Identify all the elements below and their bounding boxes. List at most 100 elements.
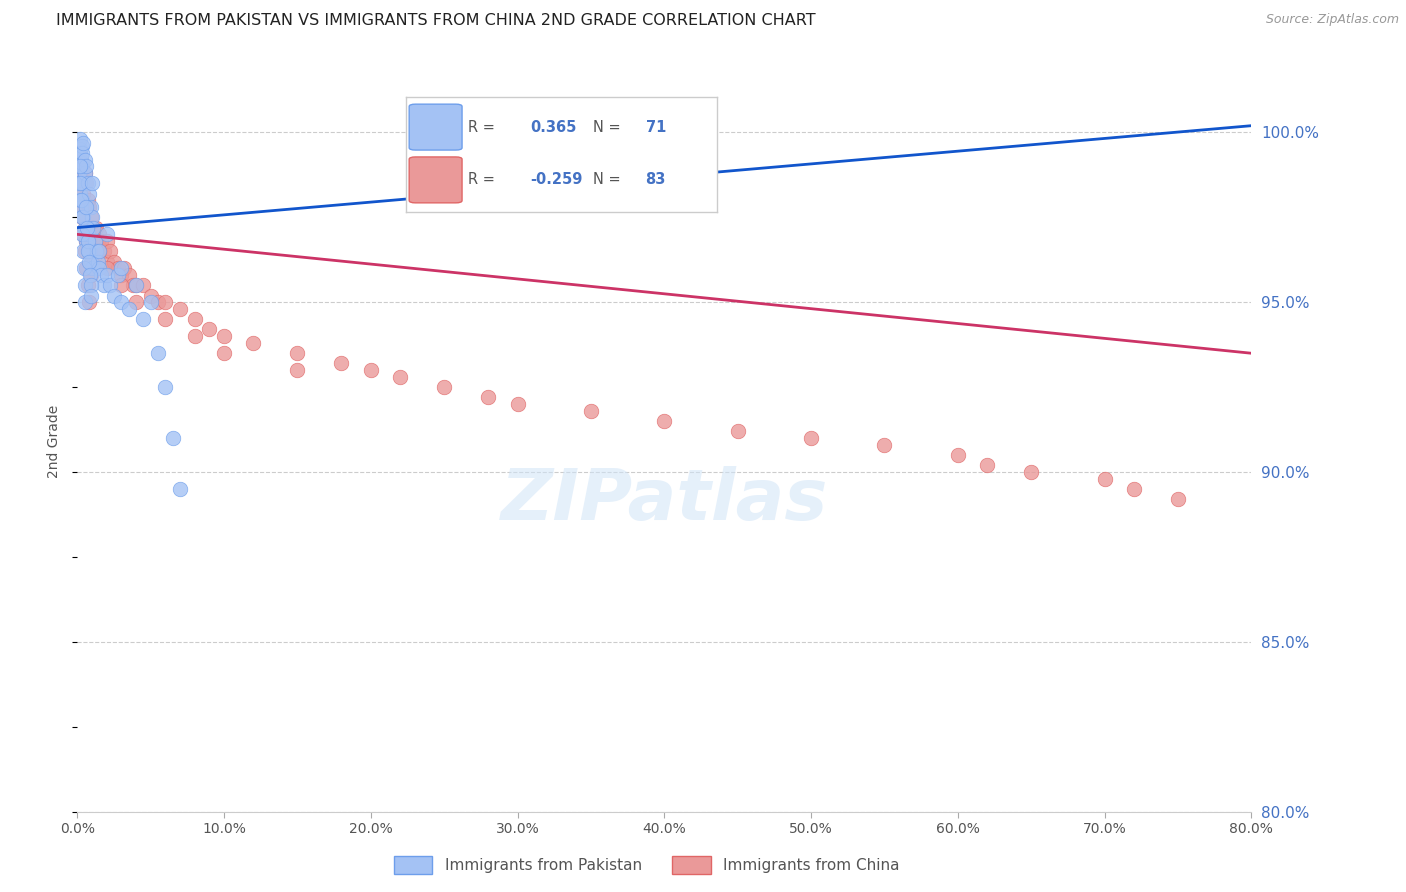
Point <box>198 322 221 336</box>
Point <box>69 132 91 146</box>
Point <box>73 244 96 259</box>
Point <box>76 220 98 235</box>
Point <box>183 329 207 343</box>
Point <box>1123 482 1146 496</box>
Text: IMMIGRANTS FROM PAKISTAN VS IMMIGRANTS FROM CHINA 2ND GRADE CORRELATION CHART: IMMIGRANTS FROM PAKISTAN VS IMMIGRANTS F… <box>56 13 815 29</box>
Point <box>155 312 177 326</box>
Point <box>155 295 177 310</box>
Point <box>73 220 96 235</box>
Point <box>76 278 98 293</box>
Point <box>506 397 529 411</box>
Point <box>70 211 93 225</box>
Point <box>96 227 118 242</box>
Point <box>132 278 155 293</box>
Point <box>70 139 93 153</box>
Point <box>86 244 108 259</box>
Point <box>1167 492 1189 507</box>
Point <box>169 302 191 317</box>
Point <box>976 458 998 473</box>
Point <box>73 220 96 235</box>
Point <box>79 268 101 282</box>
Point <box>727 425 749 439</box>
Point <box>579 404 602 418</box>
Point <box>76 227 98 242</box>
Point <box>69 186 91 201</box>
Point <box>77 200 100 214</box>
Point <box>112 261 135 276</box>
Point <box>96 268 118 282</box>
Point <box>75 200 97 214</box>
Point <box>70 200 93 214</box>
Point <box>212 329 235 343</box>
Point <box>87 234 110 248</box>
Point <box>67 160 90 174</box>
Point <box>82 220 104 235</box>
Point <box>77 244 100 259</box>
Point <box>84 244 107 259</box>
Point <box>84 234 107 248</box>
Point <box>1019 465 1042 479</box>
Point <box>118 302 141 317</box>
Point <box>72 136 94 150</box>
Point <box>110 295 132 310</box>
Point <box>103 254 125 268</box>
Point <box>75 234 97 248</box>
Point <box>1094 472 1116 486</box>
Point <box>80 211 103 225</box>
Point <box>69 194 91 208</box>
Point <box>110 261 132 276</box>
Point <box>86 220 108 235</box>
Point <box>70 200 93 214</box>
Point <box>69 177 91 191</box>
Point <box>77 254 100 268</box>
Point <box>72 227 94 242</box>
Point <box>212 346 235 360</box>
Point <box>162 431 184 445</box>
Point <box>242 336 264 351</box>
Point <box>98 244 121 259</box>
Point <box>69 160 91 174</box>
Point <box>77 186 100 201</box>
Point <box>103 288 125 302</box>
Point <box>80 220 103 235</box>
Point <box>75 177 97 191</box>
Point <box>87 254 110 268</box>
Point <box>873 438 896 452</box>
Point <box>73 261 96 276</box>
Point <box>72 227 94 242</box>
Point <box>146 346 169 360</box>
Point <box>122 278 145 293</box>
Point <box>287 346 309 360</box>
Point <box>110 268 132 282</box>
Point <box>79 254 101 268</box>
Point <box>69 194 91 208</box>
Point <box>76 234 98 248</box>
Point <box>70 153 93 167</box>
Point <box>90 234 112 248</box>
Point <box>73 166 96 180</box>
Point <box>67 166 90 180</box>
Point <box>80 234 103 248</box>
Point <box>800 431 823 445</box>
Point <box>360 363 382 377</box>
Point <box>146 295 169 310</box>
Point <box>80 177 103 191</box>
Point <box>433 380 456 394</box>
Point <box>183 312 207 326</box>
Point <box>73 166 96 180</box>
Point <box>72 211 94 225</box>
Point <box>75 234 97 248</box>
Point <box>72 211 94 225</box>
Point <box>72 160 94 174</box>
Point <box>110 278 132 293</box>
Point <box>654 414 676 428</box>
Point <box>77 295 100 310</box>
Point <box>73 278 96 293</box>
Point <box>69 160 91 174</box>
Point <box>70 177 93 191</box>
Point <box>80 288 103 302</box>
Text: Source: ZipAtlas.com: Source: ZipAtlas.com <box>1265 13 1399 27</box>
Point <box>125 278 148 293</box>
Point <box>77 244 100 259</box>
Point <box>76 177 98 191</box>
